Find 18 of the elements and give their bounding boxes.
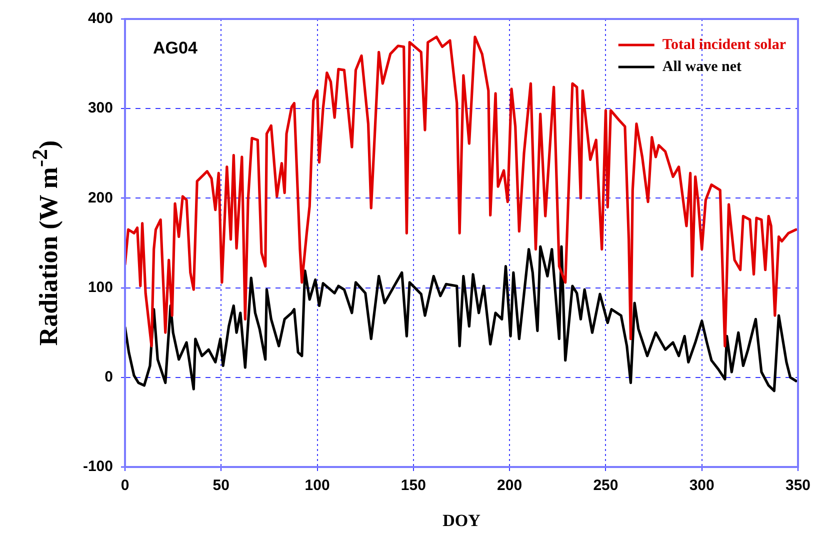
x-tick-label: 200 — [497, 477, 522, 494]
x-tick-label: 50 — [212, 477, 230, 494]
y-tick-label: 300 — [88, 100, 113, 117]
y-tick-label: 400 — [88, 10, 113, 28]
y-tick-label: -100 — [82, 458, 113, 476]
legend-label: All wave net — [662, 58, 742, 75]
y-tick-label: 200 — [88, 189, 113, 206]
x-axis-title: DOY — [442, 511, 480, 530]
x-tick-label: 350 — [785, 477, 811, 494]
y-tick-label: 100 — [88, 278, 113, 296]
annotation: AG04 — [153, 38, 198, 58]
x-tick-label: 300 — [689, 477, 714, 494]
x-tick-label: 100 — [304, 477, 330, 494]
x-tick-label: 0 — [120, 477, 130, 494]
x-tick-label: 150 — [400, 477, 426, 494]
y-tick-label: 0 — [104, 368, 113, 386]
x-tick-label: 250 — [593, 477, 618, 494]
legend-label: Total incident solar — [662, 36, 786, 53]
